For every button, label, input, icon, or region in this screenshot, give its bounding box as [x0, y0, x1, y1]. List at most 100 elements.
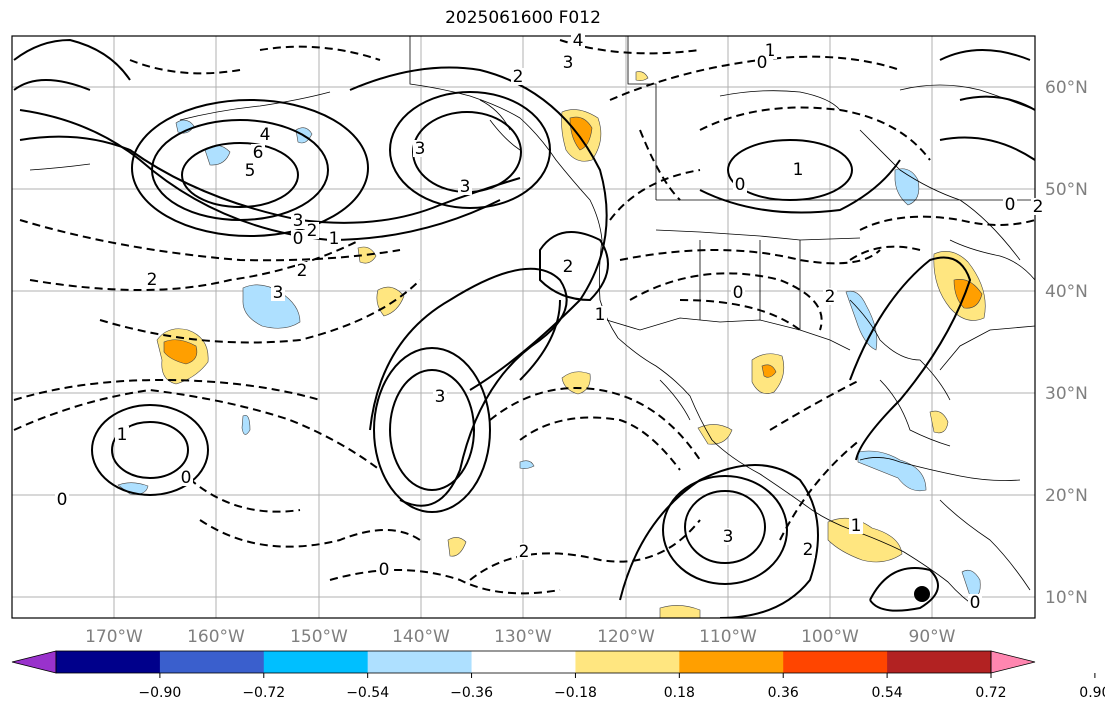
- lon-label: 170°W: [85, 627, 143, 647]
- contour-label: 2: [825, 287, 836, 307]
- contour-label-bg: [823, 288, 837, 305]
- lon-label: 100°W: [801, 627, 859, 647]
- contour-label: 3: [293, 211, 304, 231]
- contour-label: 2: [147, 270, 158, 290]
- colorbar-box: [575, 651, 680, 673]
- map-frame: [11, 35, 1036, 619]
- contour-label: 2: [307, 221, 318, 241]
- lat-label: 40°N: [1045, 282, 1088, 302]
- contour-label-bg: [413, 140, 427, 157]
- contour-label: 0: [733, 283, 744, 303]
- contour-label: 0: [1005, 195, 1016, 215]
- orange-fill-area: [569, 116, 593, 151]
- contour-label: 1: [329, 229, 340, 249]
- colorbar-tick-label: −0.54: [346, 685, 389, 701]
- contour-label: 2: [563, 257, 574, 277]
- yellow-fill-area: [659, 605, 701, 618]
- contour-label-bg: [327, 230, 341, 247]
- lon-label: 120°W: [597, 627, 655, 647]
- lat-label: 10°N: [1045, 588, 1088, 608]
- contour-label-bg: [433, 388, 447, 405]
- contour-label-bg: [755, 54, 769, 71]
- colorbar-tick-label: −0.72: [242, 685, 285, 701]
- lat-label: 60°N: [1045, 78, 1088, 98]
- contour-label: 1: [765, 41, 776, 61]
- contour-label: 0: [181, 468, 192, 488]
- contour-label-bg: [291, 212, 305, 229]
- contour-label-bg: [305, 222, 319, 239]
- contour-label-bg: [1031, 198, 1045, 215]
- contour-label-bg: [258, 126, 272, 143]
- contour-label-bg: [968, 594, 982, 611]
- contour-label-bg: [295, 262, 309, 279]
- contour-label-bg: [115, 426, 129, 443]
- contour-label: 0: [57, 490, 68, 510]
- colorbar-tick-label: 0.72: [975, 685, 1006, 701]
- contour-label-bg: [731, 284, 745, 301]
- contour-label-bg: [801, 541, 815, 558]
- orange-fill-area: [761, 364, 777, 378]
- contour-label-bg: [458, 178, 472, 195]
- lat-labels: 60°N 50°N 40°N 30°N 20°N 10°N: [1045, 78, 1088, 608]
- colorbar-tick-label: 0.90: [1079, 685, 1105, 701]
- lon-labels: 170°W 160°W 150°W 140°W 130°W 120°W 110°…: [85, 627, 956, 647]
- contour-label: 0: [293, 229, 304, 249]
- contour-label: 3: [460, 177, 471, 197]
- lat-label: 50°N: [1045, 180, 1088, 200]
- lon-label: 110°W: [699, 627, 757, 647]
- yellow-fill-area: [929, 410, 949, 434]
- blue-fill-area: [241, 415, 251, 435]
- contour-label-bg: [377, 561, 391, 578]
- map-title: 2025061600 F012: [445, 8, 601, 28]
- contour-label: 2: [803, 540, 814, 560]
- contour-label-bg: [571, 32, 585, 49]
- contour-label-bg: [55, 491, 69, 508]
- contour-label: 4: [260, 125, 271, 145]
- lon-label: 150°W: [290, 627, 348, 647]
- contour-label: 1: [595, 305, 606, 325]
- contour-label: 0: [757, 53, 768, 73]
- contour-label-bg: [593, 306, 607, 323]
- lat-label: 30°N: [1045, 384, 1088, 404]
- colorbar-box: [471, 651, 576, 673]
- colorbar-tick-label: 0.54: [872, 685, 903, 701]
- contour-label-bg: [733, 176, 747, 193]
- contour-label: 4: [573, 31, 584, 51]
- contour-label: 0: [970, 593, 981, 613]
- colorbar-box: [367, 651, 473, 673]
- black-dot-marker: [914, 586, 930, 602]
- contour-label: 2: [1033, 197, 1044, 217]
- contour-label-bg: [517, 543, 531, 560]
- colorbar-extend-low: [11, 650, 57, 674]
- blue-fill-area: [857, 450, 927, 492]
- colorbar-box: [159, 651, 265, 673]
- contour-label-bg: [145, 271, 159, 288]
- contour-label: 0: [379, 560, 390, 580]
- contour-label: 1: [117, 425, 128, 445]
- contour-label-bg: [849, 517, 863, 534]
- yellow-fill-area: [697, 424, 733, 445]
- colorbar-box: [263, 651, 369, 673]
- contour-label-bg: [291, 230, 305, 247]
- lon-label: 140°W: [392, 627, 450, 647]
- contour-label-bg: [791, 161, 805, 178]
- colorbar-tick-label: −0.18: [554, 685, 597, 701]
- contour-label: 3: [273, 283, 284, 303]
- colorbar-tick-label: 0.36: [768, 685, 799, 701]
- contour-label-bg: [721, 528, 735, 545]
- contour-label: 3: [435, 387, 446, 407]
- contour-label-bg: [511, 68, 525, 85]
- colorbar-tick-label: −0.90: [138, 685, 181, 701]
- contour-label: 1: [793, 160, 804, 180]
- colorbar-tick-label: 0.18: [664, 685, 695, 701]
- colorbar-box: [56, 651, 161, 673]
- orange-fill-area: [163, 339, 198, 365]
- contour-label: 3: [563, 53, 574, 73]
- contour-label: 5: [245, 161, 256, 181]
- contour-label: 6: [253, 143, 264, 163]
- contour-label-bg: [243, 162, 257, 179]
- contour-label: 2: [519, 542, 530, 562]
- colorbar: −0.90 −0.72 −0.54 −0.36 −0.18 0.18 0.36 0.54 0.7…: [11, 650, 1105, 701]
